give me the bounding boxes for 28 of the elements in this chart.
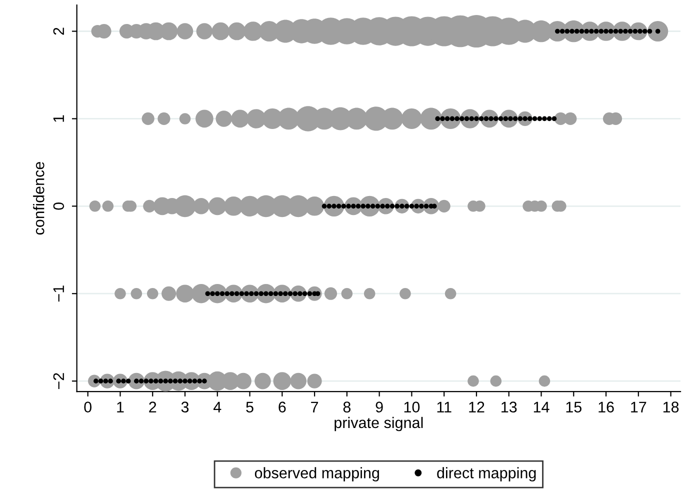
x-tick-label: 15 xyxy=(566,402,582,413)
y-tick-label: −2 xyxy=(53,373,64,390)
y-tick-label: 0 xyxy=(53,202,64,210)
x-tick-label: 14 xyxy=(534,402,550,412)
x-tick-label: 0 xyxy=(84,402,92,413)
x-tick-label: 16 xyxy=(598,402,614,413)
x-tick-label: 9 xyxy=(376,402,383,413)
x-tick-label: 3 xyxy=(181,402,189,413)
legend-label: observed mapping xyxy=(254,467,379,482)
x-tick-label: 2 xyxy=(149,402,156,412)
x-tick-label: 6 xyxy=(278,402,286,413)
x-tick-label: 4 xyxy=(213,402,222,412)
y-tick-label: 1 xyxy=(53,115,64,122)
x-tick-label: 18 xyxy=(663,402,679,413)
x-tick-label: 11 xyxy=(437,402,452,412)
x-tick-label: 17 xyxy=(631,402,646,412)
x-axis-title: private signal xyxy=(334,416,423,432)
x-tick-label: 13 xyxy=(502,402,517,413)
y-tick-label: −1 xyxy=(53,286,64,302)
y-tick-label: 2 xyxy=(53,28,64,35)
x-tick-label: 8 xyxy=(343,402,351,413)
x-tick-label: 5 xyxy=(246,402,254,413)
x-tick-label: 7 xyxy=(311,402,318,412)
legend-label: direct mapping xyxy=(437,467,536,482)
x-tick-label: 10 xyxy=(404,402,420,413)
x-tick-label: 1 xyxy=(117,402,124,412)
x-tick-label: 12 xyxy=(469,402,484,412)
y-axis-title: confidence xyxy=(33,162,44,235)
